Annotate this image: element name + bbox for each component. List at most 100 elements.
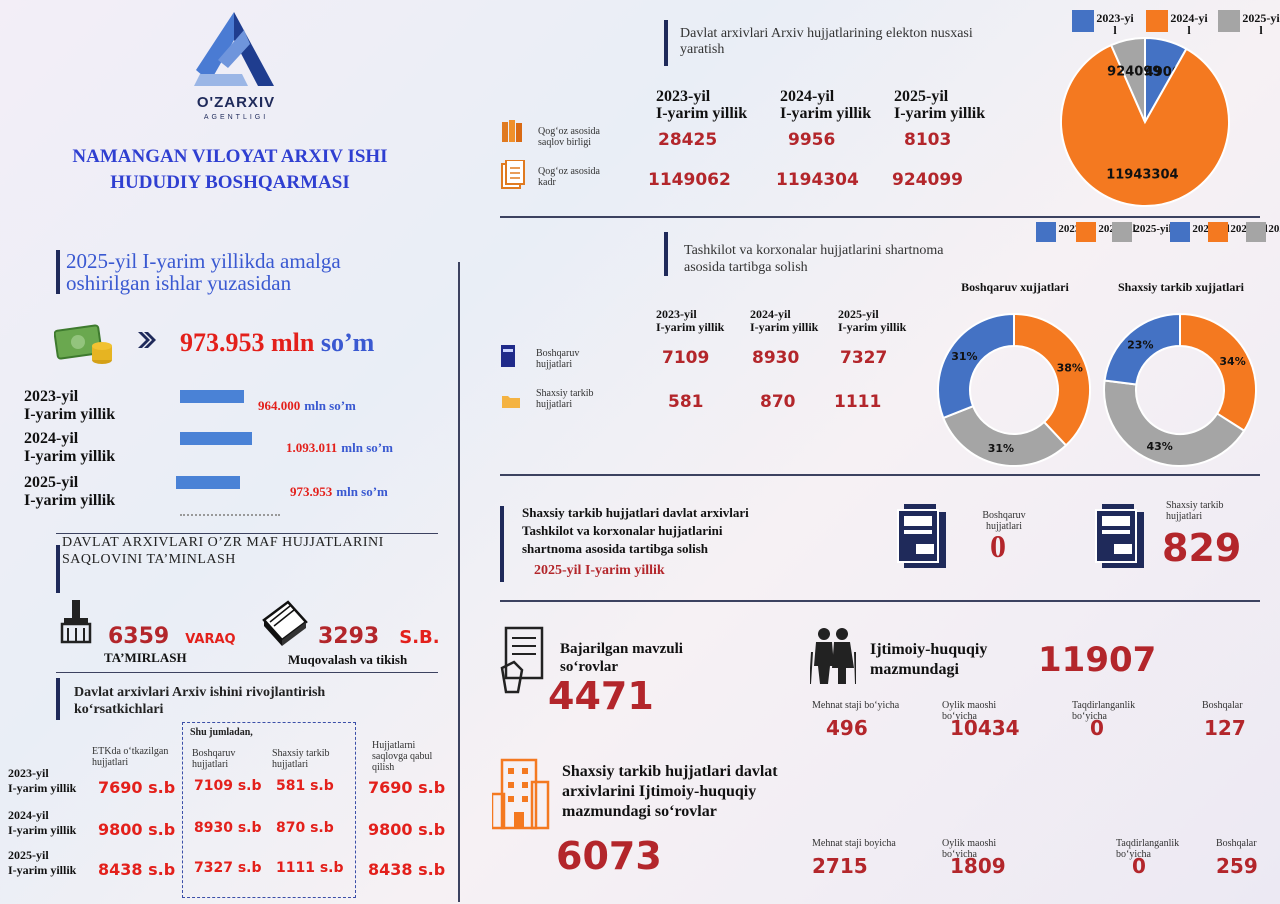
org-title-line2: HUDUDIY BOSHQARMASI bbox=[110, 172, 350, 193]
contract-row2-value: 1111 bbox=[834, 392, 882, 412]
preserve-marker bbox=[56, 545, 60, 593]
funding-amount: 964.000 bbox=[258, 398, 301, 413]
indicator-shax-value: 581 s.b bbox=[276, 778, 334, 794]
contract-row2-value: 581 bbox=[668, 392, 704, 412]
including-box bbox=[182, 722, 356, 898]
indicator-shax-value: 1111 s.b bbox=[276, 860, 344, 876]
personnel-queries-value: 6073 bbox=[556, 834, 662, 878]
repair-stat: 6359 VARAQ bbox=[108, 624, 236, 649]
indicator-etk-value: 8438 s.b bbox=[98, 860, 176, 879]
ecopy-row2-label: Qog‘oz asosida kadr bbox=[538, 166, 600, 188]
total-unit: so’m bbox=[320, 328, 375, 357]
social_items-value: 0 bbox=[1090, 716, 1104, 740]
funding-unit: mln so’m bbox=[336, 484, 388, 499]
ecopy-header-0: 2023-yil I-yarim yillik bbox=[656, 88, 748, 122]
ecopy-row2-value: 1194304 bbox=[776, 170, 859, 190]
logo-sub: AGENTLIGI bbox=[203, 114, 269, 121]
personnel-marker bbox=[500, 506, 504, 582]
pie-data-label: 31% bbox=[988, 442, 1014, 455]
indicator-qab-value: 8438 s.b bbox=[368, 860, 446, 879]
column-divider bbox=[458, 262, 460, 902]
legend-swatch bbox=[1076, 222, 1096, 242]
personnel-b-label: Boshqaruv hujjatlari bbox=[982, 510, 1026, 532]
including-label: Shu jumladan, bbox=[190, 727, 253, 738]
funding-row-year: 2023-yil bbox=[24, 388, 79, 405]
elderly-people-icon bbox=[809, 626, 857, 689]
pie-slice-2025-yil bbox=[1109, 36, 1146, 123]
indicator-row-label: 2024-yil I-yarim yillik bbox=[8, 808, 77, 837]
legend-label: 2024-yil bbox=[1170, 11, 1208, 37]
funding-row-year: 2024-yil bbox=[24, 430, 79, 447]
indicator-row-label: 2023-yil I-yarim yillik bbox=[8, 766, 77, 795]
books-icon bbox=[500, 118, 526, 149]
legend-swatch bbox=[1208, 222, 1228, 242]
preserve-title2: SAQLOVINI TA’MINLASH bbox=[62, 552, 236, 567]
contract-row1-value: 8930 bbox=[752, 348, 800, 368]
pie-data-label: 11943304 bbox=[1106, 167, 1178, 182]
intro-marker bbox=[56, 250, 60, 294]
funding-bar bbox=[176, 476, 240, 489]
org-title: NAMANGAN VILOYAT ARXIV ISHI HUDUDIY BOSH… bbox=[20, 144, 440, 196]
divider-personnel bbox=[500, 600, 1260, 602]
indicators-title: Davlat arxivlari Arxiv ishini rivojlanti… bbox=[74, 684, 325, 718]
pie-slice-2025-yil bbox=[942, 404, 1068, 467]
ecopy-title: Davlat arxivlari Arxiv hujjatlarining el… bbox=[680, 26, 973, 57]
funding-bar bbox=[180, 390, 244, 403]
intro-line2: oshirilgan ishlar yuzasidan bbox=[66, 271, 292, 295]
contract-row2-value: 870 bbox=[760, 392, 796, 412]
legend-swatch bbox=[1218, 10, 1240, 32]
pie-slice-2023-yil bbox=[937, 312, 1015, 420]
legend-label: 2023-yil bbox=[1096, 11, 1134, 37]
repair-value: 6359 bbox=[108, 624, 170, 649]
indicators-marker bbox=[56, 678, 60, 720]
archive-box-icon-2 bbox=[1094, 500, 1148, 575]
pie-data-label: 31% bbox=[951, 350, 977, 363]
indicator-bosh-value: 7109 s.b bbox=[194, 778, 262, 794]
legend-swatch bbox=[1146, 10, 1168, 32]
topic-queries-label: Bajarilgan mavzuli so‘rovlar bbox=[560, 641, 683, 675]
social_items-label: Oylik maoshi bo‘yicha bbox=[942, 700, 997, 722]
donut-chart-shaxsiy: 34% 43% 23% bbox=[1103, 312, 1257, 467]
indicator-etk-value: 9800 s.b bbox=[98, 820, 176, 839]
social-queries-value: 11907 bbox=[1038, 640, 1157, 680]
preserve-title: DAVLAT ARXIVLARI O’ZR MAF HUJJATLARINI S… bbox=[62, 534, 384, 568]
legend-swatch bbox=[1170, 222, 1190, 242]
legend-label: 2025-yil bbox=[1134, 223, 1172, 235]
legend-swatch bbox=[1072, 10, 1094, 32]
indicator-qab-value: 7690 s.b bbox=[368, 778, 446, 797]
indicators-title2: ko‘rsatkichlari bbox=[74, 702, 164, 717]
col-etk-header: ETKda o‘tkazilgan hujjatlari bbox=[92, 746, 169, 768]
indicator-bosh-value: 8930 s.b bbox=[194, 820, 262, 836]
social-queries-label: Ijtimoiy-huquqiy mazmundagi bbox=[870, 641, 988, 678]
binding-label: Muqovalash va tikish bbox=[288, 652, 408, 667]
funding-amount: 973.953 bbox=[290, 484, 333, 499]
contract-row1-value: 7327 bbox=[840, 348, 888, 368]
contract-row1-value: 7109 bbox=[662, 348, 710, 368]
personnel-queries-label: Shaxsiy tarkib hujjatlari davlat arxivla… bbox=[562, 763, 778, 820]
ecopy-row1-label: Qog‘oz asosida saqlov birligi bbox=[538, 126, 600, 148]
ecopy-row2-value: 924099 bbox=[892, 170, 963, 190]
pers_items-value: 1809 bbox=[950, 854, 1006, 878]
funding-row-value: 964.000 mln so’m bbox=[258, 398, 356, 414]
ecopy-marker bbox=[664, 20, 668, 66]
pie-data-label: 23% bbox=[1127, 339, 1153, 352]
contract-row1-label: Boshqaruv hujjatlari bbox=[536, 348, 580, 370]
legend-label: 2025-yil bbox=[1242, 11, 1280, 37]
pie-data-label: 43% bbox=[1147, 440, 1173, 453]
pie-slice-2025-yil bbox=[1103, 379, 1246, 467]
ecopy-header-2: 2025-yil I-yarim yillik bbox=[894, 88, 986, 122]
ecopy-header-1: 2024-yil I-yarim yillik bbox=[780, 88, 872, 122]
personnel-period: 2025-yil I-yarim yillik bbox=[534, 563, 665, 578]
indicators-title1: Davlat arxivlari Arxiv ishini rivojlanti… bbox=[74, 685, 326, 700]
book-icon bbox=[262, 600, 308, 651]
divider-contract bbox=[500, 474, 1260, 476]
contract-header-0: 2023-yil I-yarim yillik bbox=[656, 307, 725, 334]
chevron-right-icon bbox=[138, 332, 156, 353]
divider-preserve bbox=[56, 533, 438, 534]
money-icon bbox=[53, 320, 118, 368]
social_items-value: 10434 bbox=[950, 716, 1020, 740]
funding-unit: mln so’m bbox=[341, 440, 393, 455]
personnel-s-value: 829 bbox=[1162, 526, 1242, 570]
social_items-value: 496 bbox=[826, 716, 868, 740]
building-icon bbox=[490, 754, 550, 835]
